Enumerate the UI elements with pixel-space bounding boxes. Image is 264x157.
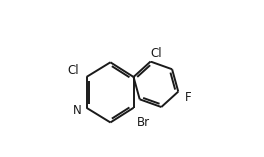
Text: N: N (73, 104, 82, 117)
Text: Br: Br (137, 116, 150, 129)
Text: F: F (185, 90, 191, 103)
Text: Cl: Cl (151, 47, 162, 60)
Text: Cl: Cl (68, 64, 79, 76)
